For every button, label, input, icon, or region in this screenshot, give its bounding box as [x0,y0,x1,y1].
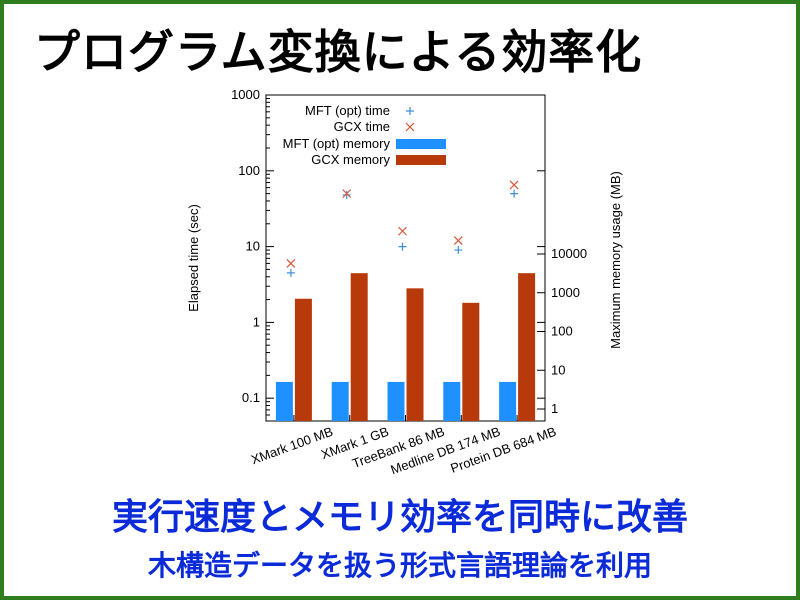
bar-mft-memory [275,381,293,421]
y-tick-label: 100 [238,163,260,178]
point-gcx-time [509,180,519,190]
x-tick-label: XMark 100 MB [249,424,335,468]
y2-tick-label: 10000 [551,246,587,261]
bar-mft-memory [443,381,461,421]
bar-gcx-memory [462,302,480,421]
bar-gcx-memory [406,288,424,421]
point-mft-time [398,242,407,251]
y2-tick-label: 1000 [551,285,580,300]
legend-label-mft-time: MFT (opt) time [305,103,390,118]
legend-key-gcx-time [405,122,415,132]
y-tick-label: 1000 [231,87,260,102]
legend-label-gcx-time: GCX time [334,119,390,134]
point-mft-time [286,268,295,277]
point-gcx-time [286,258,296,268]
bar-gcx-memory [350,273,368,421]
bar-mft-memory [499,381,517,421]
y-axis-label: Elapsed time (sec) [186,204,201,312]
legend-key-mft-memory [396,139,446,149]
subline: 木構造データを扱う形式言語理論を利用 [147,549,652,582]
y-tick-label: 10 [246,239,260,254]
y2-tick-label: 100 [551,324,573,339]
point-mft-time [510,189,519,198]
point-mft-time [342,190,351,199]
point-gcx-time [398,226,407,236]
point-mft-time [454,246,463,255]
y2-tick-label: 10 [551,362,565,377]
bar-mft-memory [387,381,405,421]
point-gcx-time [453,236,463,246]
y2-tick-label: 1 [551,401,558,416]
headline: 実行速度とメモリ効率を同時に改善 [111,497,688,538]
bar-gcx-memory [518,273,536,421]
y-tick-label: 1 [253,314,260,329]
legend-key-gcx-memory [396,155,446,165]
legend-label-mft-memory: MFT (opt) memory [283,136,391,151]
point-gcx-time [342,189,352,199]
bar-mft-memory [331,381,349,421]
y2-axis-label: Maximum memory usage (MB) [608,171,623,349]
y-tick-label: 0.1 [242,390,260,405]
legend-label-gcx-memory: GCX memory [311,152,390,167]
slide-title: プログラム変換による効率化 [34,25,643,79]
legend-key-mft-time [406,107,414,115]
bar-gcx-memory [294,298,312,421]
